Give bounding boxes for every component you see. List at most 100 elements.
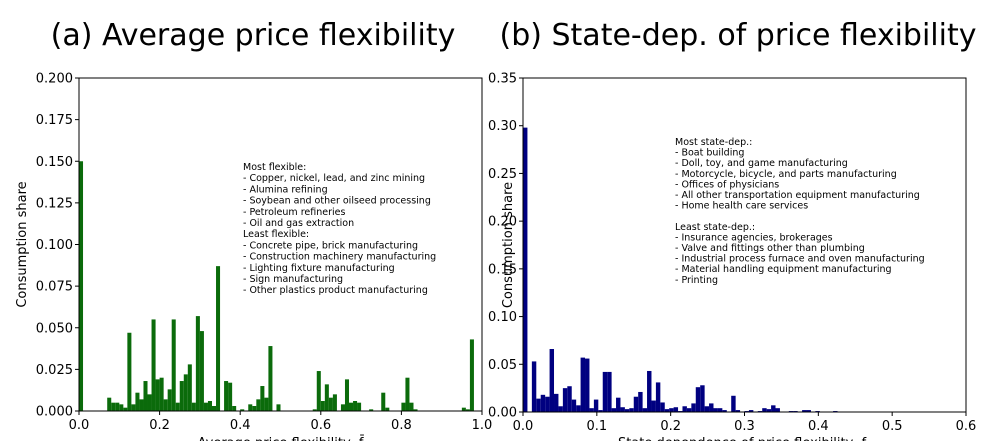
bar bbox=[549, 349, 555, 412]
bar bbox=[357, 402, 362, 411]
x-tick-label: 0.3 bbox=[734, 419, 755, 434]
y-axis-label: Consumption share bbox=[15, 181, 30, 307]
bar bbox=[540, 394, 546, 412]
y-tick-label: 0.150 bbox=[36, 155, 73, 170]
bar bbox=[171, 319, 176, 411]
y-tick-label: 0.05 bbox=[488, 358, 517, 373]
bar bbox=[545, 396, 550, 412]
bar bbox=[119, 404, 124, 411]
annotation-line: Most flexible: bbox=[243, 162, 306, 173]
bar bbox=[385, 407, 390, 411]
bar bbox=[748, 410, 754, 412]
chart-title: (a) Average price flexibility bbox=[51, 18, 456, 53]
panel-b: (b) State-dep. of price flexibility0.000… bbox=[488, 18, 976, 441]
annotation-line: - Boat building bbox=[675, 148, 744, 159]
bar bbox=[775, 408, 780, 412]
x-tick-label: 0.4 bbox=[808, 419, 829, 434]
bar bbox=[232, 406, 237, 411]
x-tick-label: 0.2 bbox=[660, 419, 681, 434]
bar bbox=[469, 339, 474, 411]
x-tick-label: 0.0 bbox=[513, 419, 534, 434]
annotation-line: - Construction machinery manufacturing bbox=[243, 252, 436, 263]
bar bbox=[111, 402, 116, 411]
annotation-line: - Offices of physicians bbox=[675, 179, 779, 190]
bar bbox=[709, 403, 714, 412]
x-tick-label: 1.0 bbox=[472, 418, 493, 433]
bar bbox=[655, 382, 661, 412]
bar bbox=[695, 387, 701, 412]
bar bbox=[167, 389, 172, 411]
bar bbox=[115, 402, 120, 411]
bar bbox=[191, 402, 196, 411]
bar bbox=[523, 127, 528, 413]
bar bbox=[353, 401, 358, 411]
bar bbox=[195, 316, 200, 411]
bar bbox=[349, 402, 354, 411]
bar bbox=[268, 346, 273, 411]
x-axis-label: State dependence of price flexibility, f… bbox=[618, 436, 871, 441]
x-tick-label: 0.4 bbox=[230, 418, 251, 433]
annotation-line: - Printing bbox=[675, 275, 718, 286]
y-tick-label: 0.000 bbox=[36, 405, 73, 420]
bar bbox=[107, 397, 112, 411]
bar bbox=[344, 379, 350, 411]
bar bbox=[673, 407, 679, 412]
x-axis-label: Average price flexibility, f̄ bbox=[198, 436, 365, 441]
bar bbox=[127, 332, 132, 411]
annotation: Most state-dep.:- Boat building- Doll, t… bbox=[675, 137, 925, 286]
bar bbox=[79, 161, 84, 411]
bar bbox=[664, 409, 670, 412]
annotation-line: - Valve and fittings other than plumbing bbox=[675, 243, 865, 254]
panel-a: (a) Average price flexibility 0.000 0.025 0… bbox=[15, 18, 492, 441]
bar bbox=[700, 385, 705, 412]
bar bbox=[624, 409, 630, 412]
annotation-line: - Soybean and other oilseed processing bbox=[243, 196, 431, 207]
bar bbox=[585, 358, 590, 412]
bar bbox=[571, 399, 577, 412]
bar bbox=[320, 401, 325, 411]
bar bbox=[536, 398, 541, 412]
bar bbox=[409, 402, 414, 411]
y-tick-label: 0.35 bbox=[488, 72, 517, 87]
chart-title: (b) State-dep. of price flexibility bbox=[500, 18, 977, 53]
bar bbox=[207, 401, 212, 411]
bar bbox=[704, 406, 710, 412]
annotation-line: Most state-dep.: bbox=[675, 137, 752, 148]
y-axis-label: Consumption share bbox=[501, 182, 516, 308]
bar bbox=[735, 410, 741, 412]
bar bbox=[203, 402, 208, 411]
y-tick-label: 0.075 bbox=[36, 280, 73, 295]
annotation-line: - Industrial process furnace and oven ma… bbox=[675, 254, 925, 265]
bar bbox=[413, 409, 418, 411]
bar bbox=[260, 386, 265, 411]
bar bbox=[199, 331, 204, 411]
bar bbox=[638, 391, 643, 412]
bar bbox=[187, 364, 192, 411]
bar bbox=[731, 395, 736, 412]
bar bbox=[312, 409, 317, 411]
y-tick-label: 0.100 bbox=[36, 238, 73, 253]
x-tick-label: 0.8 bbox=[391, 418, 412, 433]
x-tick-label: 0.5 bbox=[882, 419, 903, 434]
bar bbox=[717, 408, 723, 412]
bar bbox=[155, 379, 160, 411]
annotation-line: - Oil and gas extraction bbox=[243, 218, 354, 229]
bar bbox=[660, 402, 665, 412]
x-tick-label: 0.6 bbox=[956, 419, 977, 434]
bar bbox=[228, 382, 233, 411]
annotation-line: - Motorcycle, bicycle, and parts manufac… bbox=[675, 169, 897, 180]
bar bbox=[642, 408, 648, 412]
y-tick-label: 0.050 bbox=[36, 321, 73, 336]
bar bbox=[682, 406, 687, 412]
bars bbox=[79, 161, 474, 411]
bar bbox=[183, 374, 188, 411]
bar bbox=[179, 381, 184, 411]
bar bbox=[531, 361, 537, 412]
bar bbox=[593, 399, 599, 412]
bar bbox=[461, 407, 466, 411]
bar bbox=[332, 394, 337, 411]
bar bbox=[686, 408, 692, 412]
bar bbox=[163, 399, 168, 411]
bar bbox=[576, 405, 581, 412]
